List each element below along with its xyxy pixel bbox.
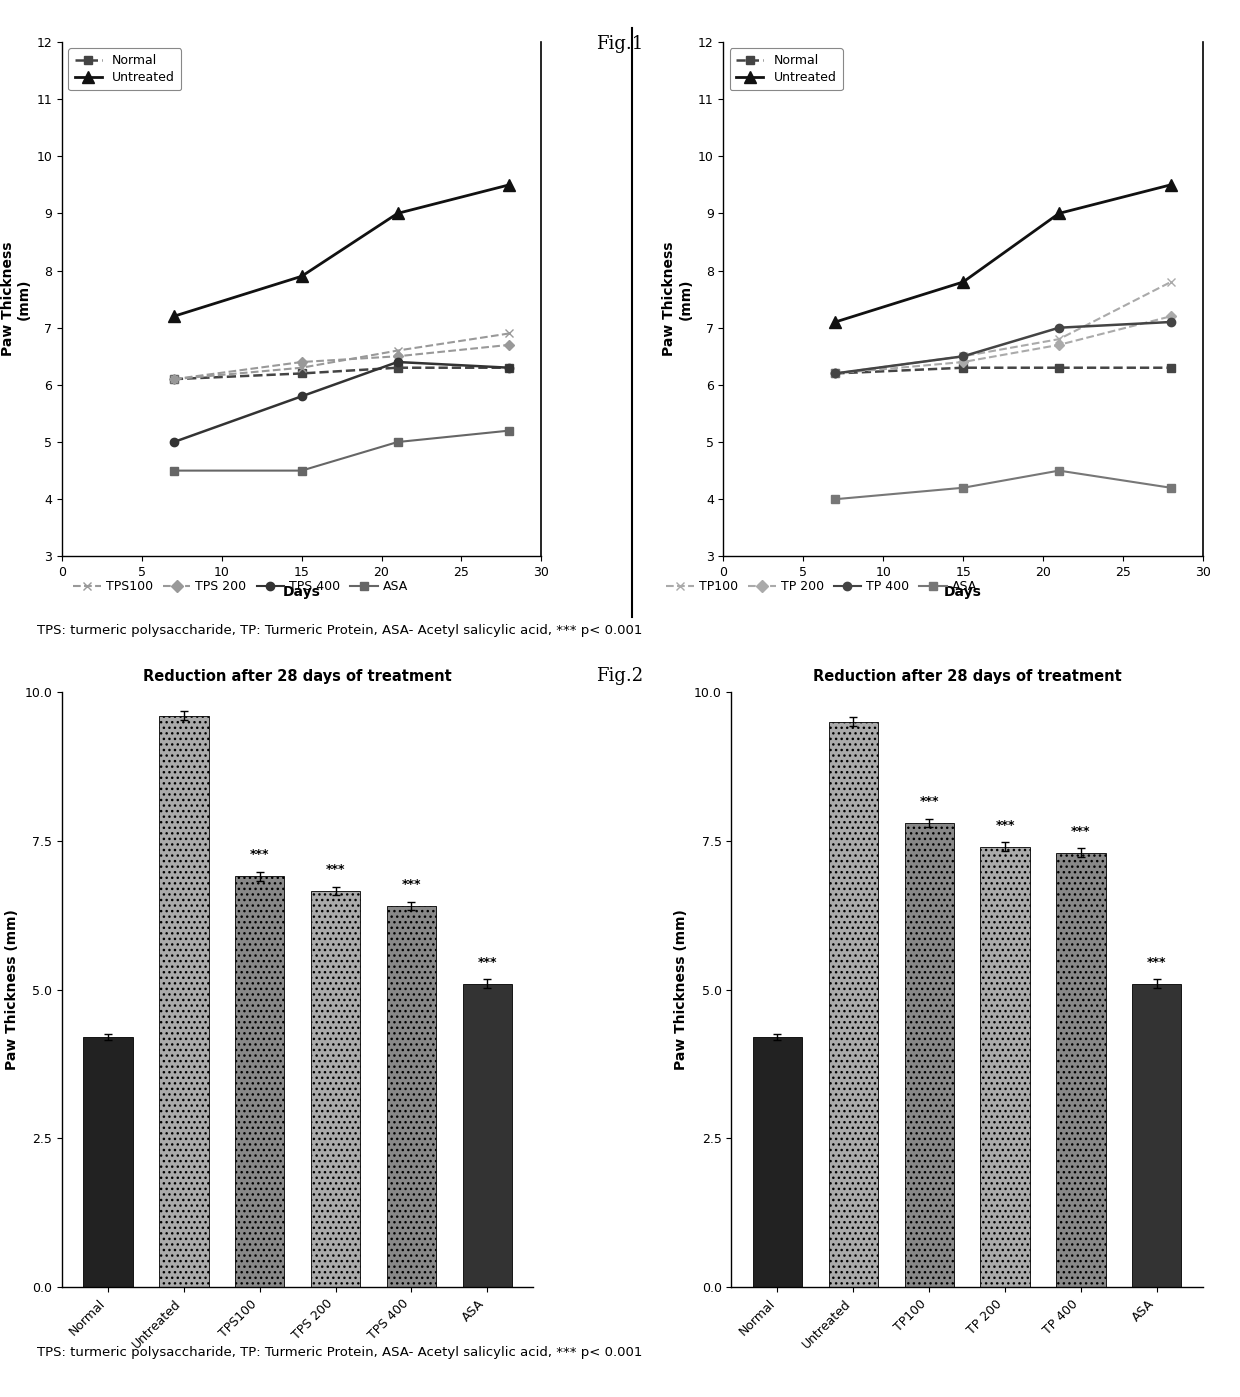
- Bar: [1056, 852, 1106, 1288]
- Text: ***: ***: [1071, 824, 1091, 838]
- Y-axis label: Paw Thickness (mm): Paw Thickness (mm): [5, 909, 19, 1070]
- Bar: [753, 1037, 802, 1288]
- Bar: [463, 983, 512, 1288]
- Text: ***: ***: [1147, 956, 1167, 968]
- Text: ***: ***: [477, 956, 497, 968]
- Bar: [311, 891, 361, 1288]
- Bar: [236, 876, 284, 1288]
- Y-axis label: Paw Thickness
(mm): Paw Thickness (mm): [662, 242, 692, 356]
- X-axis label: Days: Days: [283, 584, 321, 599]
- X-axis label: Days: Days: [944, 584, 982, 599]
- Title: Reduction after 28 days of treatment: Reduction after 28 days of treatment: [144, 669, 453, 683]
- Bar: [159, 715, 208, 1288]
- Title: Reduction after 28 days of treatment: Reduction after 28 days of treatment: [812, 669, 1121, 683]
- Bar: [83, 1037, 133, 1288]
- Bar: [828, 721, 878, 1288]
- Text: TPS: turmeric polysaccharide, TP: Turmeric Protein, ASA- Acetyl salicylic acid, : TPS: turmeric polysaccharide, TP: Turmer…: [37, 624, 642, 637]
- Y-axis label: Paw Thickness (mm): Paw Thickness (mm): [675, 909, 688, 1070]
- Bar: [904, 823, 954, 1288]
- Text: ***: ***: [402, 879, 422, 891]
- Text: ***: ***: [996, 819, 1014, 831]
- Text: Fig.2: Fig.2: [596, 666, 644, 685]
- Legend: Normal, Untreated: Normal, Untreated: [68, 47, 181, 91]
- Y-axis label: Paw Thickness
(mm): Paw Thickness (mm): [1, 242, 31, 356]
- Bar: [387, 907, 436, 1288]
- Text: ***: ***: [326, 863, 346, 876]
- Bar: [981, 847, 1029, 1288]
- Legend: TP100, TP 200, TP 400, ASA: TP100, TP 200, TP 400, ASA: [661, 576, 982, 598]
- Text: TPS: turmeric polysaccharide, TP: Turmeric Protein, ASA- Acetyl salicylic acid, : TPS: turmeric polysaccharide, TP: Turmer…: [37, 1345, 642, 1359]
- Legend: Normal, Untreated: Normal, Untreated: [729, 47, 843, 91]
- Text: ***: ***: [250, 848, 269, 862]
- Bar: [1132, 983, 1182, 1288]
- Text: ***: ***: [919, 795, 939, 807]
- Text: Fig.1: Fig.1: [596, 35, 644, 53]
